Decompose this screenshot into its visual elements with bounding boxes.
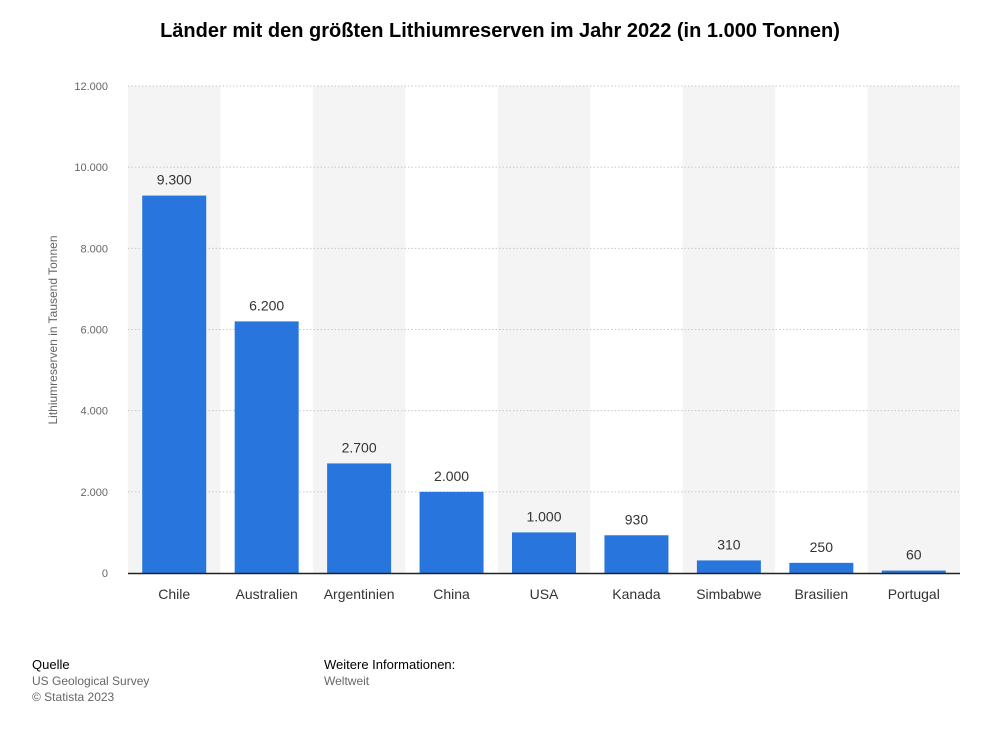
x-tick-label: Australien	[236, 586, 298, 602]
source-heading: Quelle	[32, 657, 70, 672]
bar	[419, 491, 484, 573]
y-tick-label: 8.000	[80, 243, 108, 255]
source-block: Quelle US Geological Survey © Statista 2…	[32, 657, 149, 705]
value-label: 930	[625, 511, 649, 527]
copyright-text: © Statista 2023	[32, 690, 115, 704]
bar	[234, 321, 299, 573]
bar	[881, 570, 946, 573]
info-text: Weltweit	[324, 674, 370, 688]
x-tick-label: Chile	[158, 586, 190, 602]
bar	[789, 562, 854, 573]
x-tick-label: Portugal	[888, 586, 940, 602]
bar-chart: 0 2.000 4.000 6.000 8.000 10.000 12.000 9.300 6…	[74, 81, 960, 602]
bar	[512, 532, 576, 573]
value-label: 2.000	[434, 468, 469, 484]
x-tick-label: USA	[530, 586, 559, 602]
value-label: 60	[906, 547, 922, 563]
x-tick-label: Kanada	[612, 586, 660, 602]
y-tick-label: 10.000	[74, 162, 108, 174]
y-tick-label: 6.000	[80, 325, 108, 337]
chart-title: Länder mit den größten Lithiumreserven i…	[160, 20, 840, 42]
x-tick-label: Simbabwe	[696, 586, 762, 602]
info-heading: Weitere Informationen:	[324, 657, 456, 672]
source-text[interactable]: US Geological Survey	[32, 674, 150, 688]
x-axis-ticks: Chile Australien Argentinien China USA Kanada…	[158, 586, 940, 602]
y-axis-ticks: 0 2.000 4.000 6.000 8.000 10.000 12.000	[74, 81, 108, 580]
value-label: 9.300	[157, 172, 192, 188]
value-label: 1.000	[526, 508, 561, 524]
bar	[696, 560, 761, 573]
y-tick-label: 2.000	[80, 487, 108, 499]
value-label: 310	[717, 536, 741, 552]
value-labels: 9.300 6.200 2.700 2.000 1.000 930 310 250 60	[157, 172, 922, 563]
value-label: 2.700	[342, 439, 377, 455]
x-tick-label: Argentinien	[324, 586, 395, 602]
y-tick-label: 4.000	[80, 406, 108, 418]
background-band	[682, 86, 776, 573]
bar	[142, 195, 207, 573]
bar	[604, 535, 669, 573]
y-axis-label: Lithiumreserven in Tausend Tonnen	[46, 235, 60, 425]
x-tick-label: Brasilien	[794, 586, 848, 602]
bars	[142, 195, 946, 573]
bar	[327, 463, 392, 573]
value-label: 6.200	[249, 297, 284, 313]
info-block: Weitere Informationen: Weltweit	[324, 657, 455, 689]
y-tick-label: 12.000	[74, 81, 108, 93]
gridlines	[128, 85, 960, 493]
value-label: 250	[810, 539, 834, 555]
y-tick-label: 0	[102, 568, 108, 580]
x-tick-label: China	[433, 586, 470, 602]
